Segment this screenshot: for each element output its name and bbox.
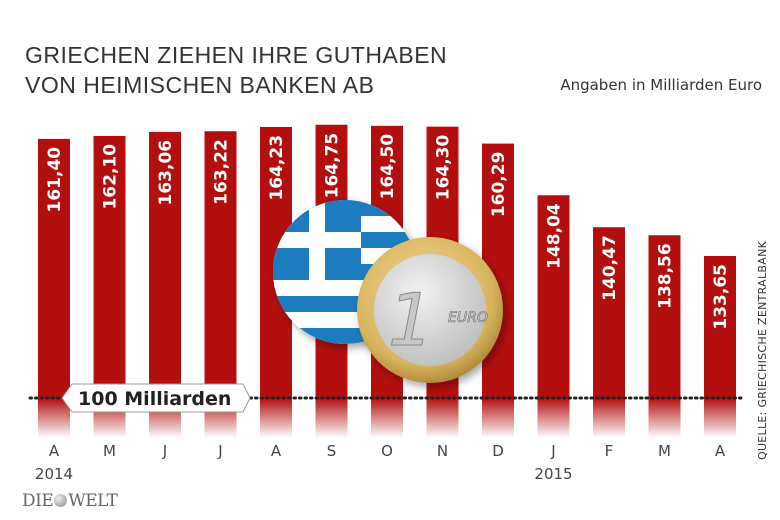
bar: [38, 138, 70, 398]
bar-value-label: 160,29: [489, 152, 509, 218]
coin-numeral: 1: [388, 278, 434, 362]
x-tick-label: A: [49, 442, 60, 460]
year-label: 2014: [35, 465, 73, 483]
bar-fade: [426, 398, 459, 438]
x-tick-label: A: [715, 442, 726, 460]
bar-value-label: 148,04: [545, 203, 565, 269]
illustration: 1 EURO: [273, 200, 503, 383]
x-tick-label: O: [381, 442, 393, 460]
x-tick-label: J: [550, 442, 555, 460]
chart-title: GRIECHEN ZIEHEN IHRE GUTHABEN VON HEIMIS…: [25, 40, 447, 100]
source-note: QUELLE: GRIECHISCHE ZENTRALBANK: [756, 240, 769, 460]
x-tick-label: S: [327, 442, 337, 460]
bar-group: 162,10: [93, 135, 126, 438]
bar-value-label: 164,23: [267, 135, 287, 201]
bar-value-label: 163,06: [156, 140, 176, 206]
bar-group: 140,47: [593, 227, 625, 438]
die-welt-logo: DIE WELT: [22, 491, 118, 511]
unit-subtitle: Angaben in Milliarden Euro: [560, 76, 762, 94]
x-tick-label: J: [162, 442, 167, 460]
bar-value-label: 164,75: [323, 133, 343, 199]
bar-group: 148,04: [537, 195, 570, 438]
reference-label: 100 Milliarden: [78, 388, 231, 410]
bar-fade: [537, 398, 570, 438]
x-tick-label: D: [492, 442, 504, 460]
coin-word: EURO: [448, 310, 488, 326]
bar-fade: [260, 398, 292, 438]
x-tick-label: M: [658, 442, 671, 460]
bar-value-label: 140,47: [600, 235, 620, 301]
bar-value-label: 164,50: [378, 134, 398, 200]
euro-coin-icon: 1 EURO: [357, 237, 503, 383]
bar: [537, 195, 570, 398]
bar-value-label: 133,65: [711, 264, 731, 330]
title-line-1: GRIECHEN ZIEHEN IHRE GUTHABEN: [25, 42, 448, 68]
bar-group: 138,56: [648, 235, 681, 438]
bar: [93, 135, 126, 399]
bar-value-label: 163,22: [212, 139, 232, 205]
bar-fade: [482, 398, 514, 438]
year-label: 2015: [534, 465, 572, 483]
bar-value-label: 161,40: [45, 147, 65, 213]
bar-fade: [38, 398, 70, 438]
globe-icon: [54, 494, 68, 507]
x-tick-label: A: [271, 442, 282, 460]
bar-group: 133,65: [704, 255, 736, 438]
bar: [704, 255, 736, 398]
reference-label-box: 100 Milliarden: [61, 383, 251, 413]
bar-fade: [704, 398, 736, 438]
x-tick-label: M: [103, 442, 116, 460]
x-tick-label: N: [437, 442, 448, 460]
bar: [204, 131, 237, 398]
bar-group: 163,22: [204, 131, 237, 438]
bar-fade: [315, 398, 348, 438]
bar-fade: [593, 398, 625, 438]
bar: [149, 131, 181, 399]
bar-fade: [648, 398, 681, 438]
x-tick-label: J: [217, 442, 222, 460]
bar: [648, 235, 681, 398]
bar: [593, 227, 625, 398]
bar-value-label: 164,30: [434, 134, 454, 200]
bar-value-label: 162,10: [101, 144, 121, 210]
bar-fade: [371, 398, 403, 438]
title-line-2: VON HEIMISCHEN BANKEN AB: [25, 72, 375, 98]
bar-group: 161,40: [38, 138, 70, 438]
x-tick-label: F: [605, 442, 614, 460]
bar-value-label: 138,56: [656, 243, 676, 309]
